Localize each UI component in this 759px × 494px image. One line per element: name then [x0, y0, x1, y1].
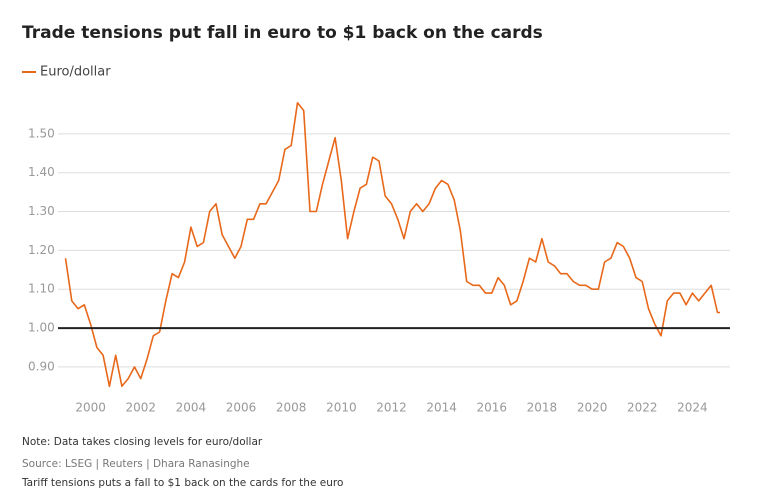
y-tick-label: 1.20: [28, 243, 55, 257]
note: Note: Data takes closing levels for euro…: [22, 436, 263, 448]
x-tick-label: 2012: [376, 401, 407, 415]
y-tick-label: 1.30: [28, 204, 55, 218]
x-tick-label: 2014: [426, 401, 457, 415]
y-tick-label: 1.40: [28, 165, 55, 179]
caption: Tariff tensions puts a fall to $1 back o…: [21, 477, 343, 489]
x-tick-label: 2022: [627, 401, 658, 415]
x-tick-label: 2008: [276, 401, 307, 415]
x-tick-label: 2002: [125, 401, 156, 415]
legend-label: Euro/dollar: [40, 65, 111, 80]
x-tick-label: 2004: [176, 401, 207, 415]
y-tick-label: 1.10: [28, 282, 55, 296]
x-tick-label: 2020: [577, 401, 608, 415]
y-tick-label: 1.50: [28, 126, 55, 140]
x-tick-label: 2016: [477, 401, 508, 415]
y-tick-label: 0.90: [28, 359, 55, 373]
chart-title: Trade tensions put fall in euro to $1 ba…: [22, 23, 543, 43]
x-tick-label: 2018: [527, 401, 558, 415]
x-tick-label: 2010: [326, 401, 357, 415]
x-tick-label: 2006: [226, 401, 257, 415]
source: Source: LSEG | Reuters | Dhara Ranasingh…: [22, 458, 250, 470]
x-tick-label: 2000: [75, 401, 106, 415]
series-line: [64, 102, 720, 388]
x-tick-label: 2024: [677, 401, 708, 415]
y-tick-label: 1.00: [28, 321, 55, 335]
